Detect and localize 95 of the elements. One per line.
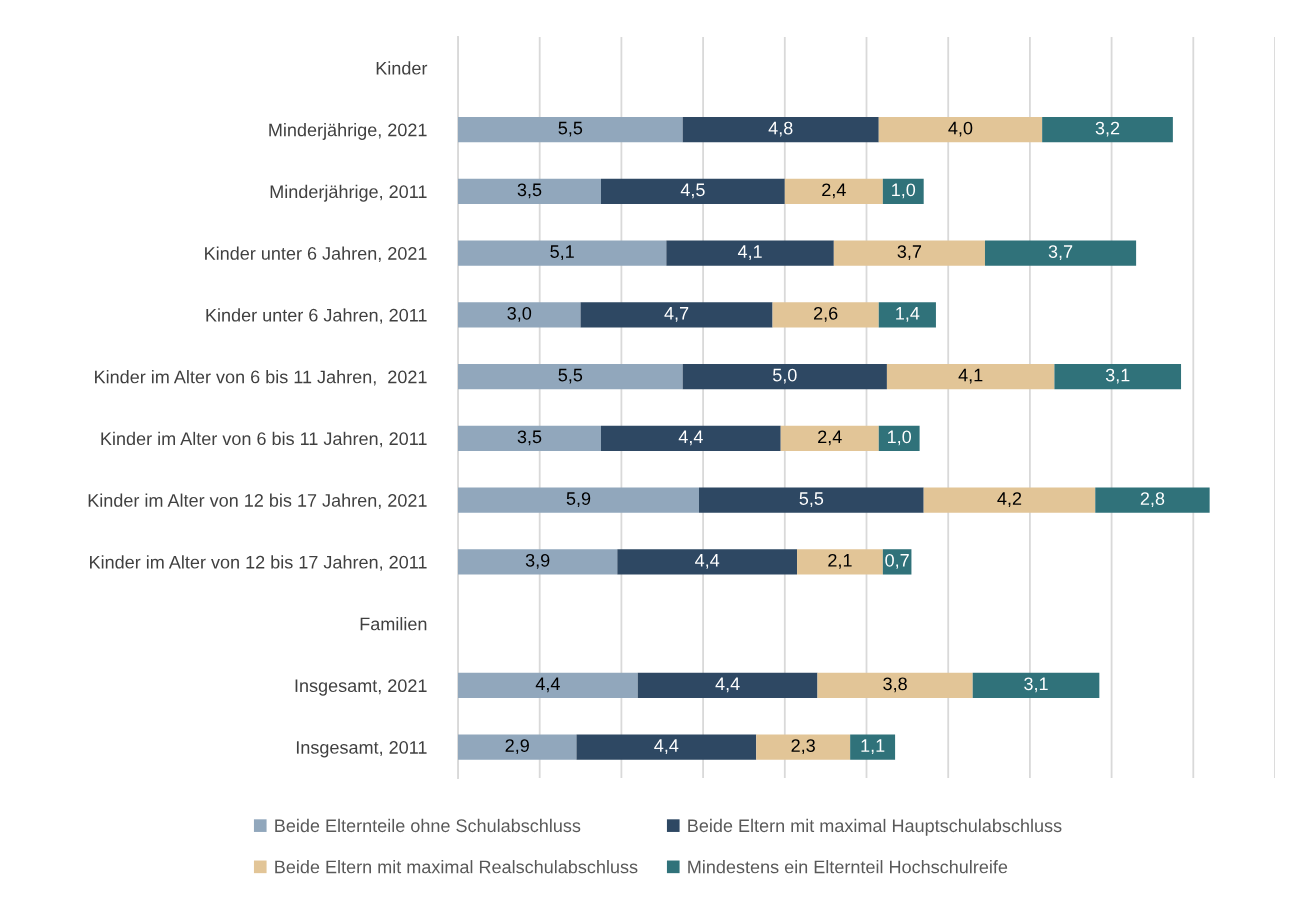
bar — [458, 178, 601, 205]
legend-label: Mindestens ein Elternteil Hochschulreife — [688, 860, 1008, 874]
data-label: 5,5 — [799, 492, 824, 508]
data-label: 4,4 — [678, 430, 703, 446]
bar — [797, 549, 883, 575]
data-label: 2,3 — [791, 739, 815, 755]
data-label: 3,1 — [1024, 677, 1048, 693]
data-label: 3,7 — [897, 245, 922, 261]
y-tick-label: Kinder unter 6 Jahren, 2011 — [206, 308, 427, 324]
y-tick-label: Kinder im Alter von 6 bis 11 Jahren, 2021 — [95, 370, 427, 386]
y-tick-label: Kinder im Alter von 6 bis 11 Jahren, 2011 — [101, 431, 427, 448]
bar — [458, 240, 667, 266]
data-label: 4,8 — [768, 121, 793, 137]
data-label: 1,1 — [861, 739, 885, 755]
bar — [1042, 116, 1173, 143]
bar — [817, 672, 973, 699]
bar — [878, 302, 936, 328]
bar — [458, 116, 683, 143]
y-tick-label: Kinder im Alter von 12 bis 17 Jahren, 2021 — [88, 493, 427, 509]
data-label: 4,4 — [695, 554, 720, 569]
bar — [850, 734, 896, 760]
y-tick-label: Kinder im Alter von 12 bis 17 Jahren, 2011 — [90, 555, 427, 571]
data-label: 4,4 — [715, 677, 740, 693]
bar — [972, 672, 1100, 699]
y-tick-label: Kinder — [376, 61, 428, 75]
y-tick-label: Kinder unter 6 Jahren, 2021 — [205, 246, 427, 262]
data-label: 3,1 — [1105, 368, 1130, 384]
data-label: 3,9 — [525, 553, 550, 569]
data-label: 1,0 — [888, 430, 912, 446]
y-tick-label: Familien — [360, 617, 427, 631]
data-label: 4,1 — [737, 245, 762, 261]
bar — [878, 425, 920, 452]
bar — [784, 178, 883, 205]
data-label: 5,1 — [550, 245, 574, 261]
data-label: 4,0 — [948, 121, 973, 137]
y-tick-label: Minderjährige, 2011 — [270, 184, 427, 202]
data-label: 3,0 — [507, 306, 532, 322]
bar — [458, 425, 601, 452]
data-label: 3,2 — [1095, 121, 1120, 137]
legend-label: Beide Elternteile ohne Schulabschluss — [275, 818, 581, 833]
bar — [458, 672, 638, 699]
y-tick-label: Insgesamt, 2011 — [296, 741, 427, 758]
data-label: 5,9 — [566, 492, 591, 508]
bar — [458, 363, 683, 390]
bar — [580, 302, 773, 328]
data-label: 1,4 — [896, 307, 920, 322]
data-label: 2,4 — [822, 183, 846, 199]
data-label: 2,9 — [505, 739, 529, 755]
bar — [458, 487, 700, 513]
bar — [682, 363, 887, 390]
data-label: 3,5 — [517, 430, 542, 446]
y-tick-label: Minderjährige, 2021 — [269, 123, 427, 140]
legend-label: Beide Eltern mit maximal Realschulabschluss — [275, 860, 638, 874]
bar — [458, 734, 577, 760]
data-label: 2,1 — [828, 553, 852, 569]
bar — [882, 178, 924, 205]
bar — [617, 549, 798, 575]
bar — [600, 425, 781, 452]
bar — [666, 240, 834, 266]
bar — [576, 734, 757, 760]
data-label: 2,4 — [818, 430, 842, 446]
bar — [886, 363, 1055, 390]
data-label: 4,4 — [654, 739, 679, 755]
bar — [600, 178, 785, 205]
data-label: 5,5 — [558, 368, 583, 384]
data-label: 4,2 — [997, 492, 1022, 508]
bar — [833, 240, 985, 266]
data-label: 2,6 — [814, 306, 838, 322]
bar — [984, 240, 1137, 266]
bar — [878, 116, 1043, 143]
data-label: 3,8 — [883, 677, 907, 693]
data-label: 5,5 — [558, 121, 583, 137]
bar — [458, 302, 581, 328]
data-label: 3,5 — [517, 183, 542, 199]
bar — [458, 549, 618, 575]
bar — [780, 425, 879, 452]
data-label: 4,4 — [535, 677, 560, 693]
data-label: 5,0 — [772, 368, 797, 384]
legend-label: Beide Eltern mit maximal Hauptschulabschluss — [688, 818, 1062, 836]
bar — [682, 116, 879, 143]
bar — [756, 734, 851, 760]
data-label: 1,0 — [892, 183, 916, 199]
bar — [923, 487, 1096, 513]
bar — [772, 302, 879, 328]
y-tick-label: Insgesamt, 2021 — [295, 679, 427, 696]
bar — [637, 672, 818, 699]
data-label: 4,1 — [958, 368, 983, 384]
data-label: 4,7 — [664, 307, 689, 322]
data-label: 2,8 — [1140, 492, 1165, 508]
data-label: 3,7 — [1048, 245, 1073, 261]
data-label: 0,7 — [885, 553, 909, 569]
bar — [1054, 363, 1182, 390]
bar — [1095, 487, 1210, 513]
data-label: 4,5 — [680, 183, 705, 199]
bar — [699, 487, 924, 513]
